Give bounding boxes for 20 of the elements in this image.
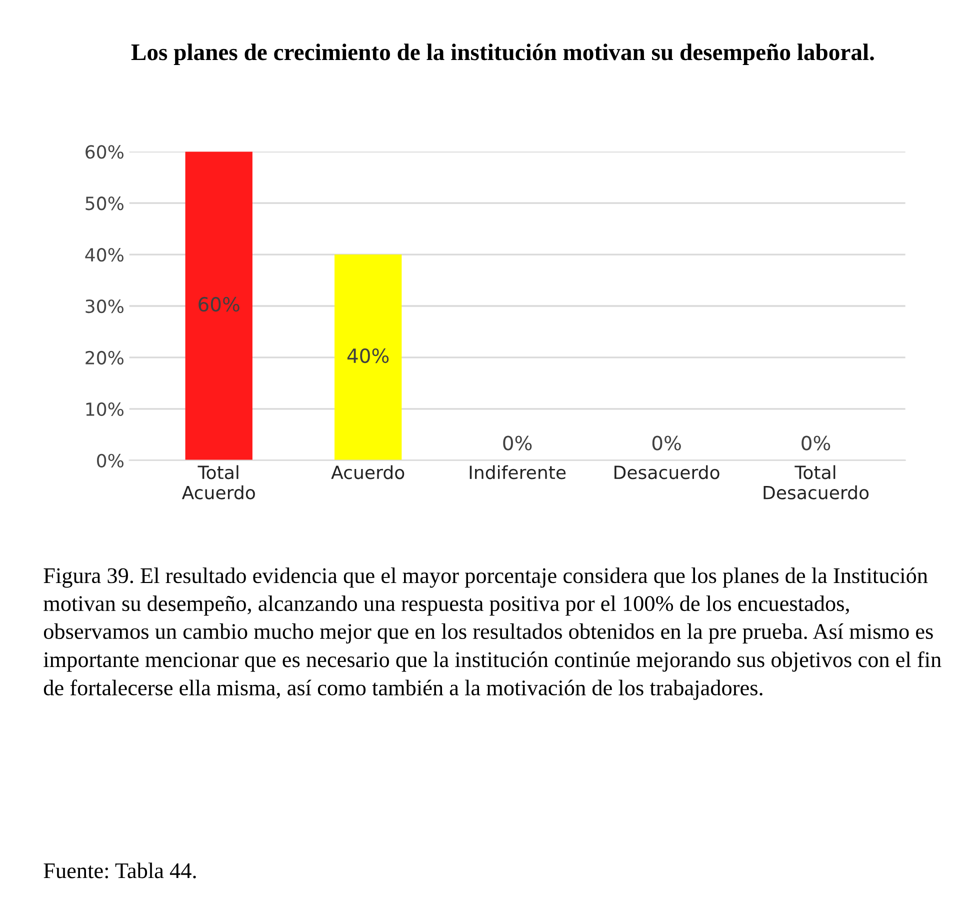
x-tick-label: Indiferente bbox=[470, 465, 566, 480]
y-tick-label: 40% bbox=[85, 248, 124, 262]
x-tick-label: Acuerdo bbox=[331, 465, 404, 480]
text: Figura 39. El resultado evidencia que el mayor porcentaje considera que los planes de la Institución motivan su desempeño, alcanzando una respuesta positiva por el 100% de los encuestados, observamos un cambio mucho mejor que en los resultados obtenidos en la pre prueba. Así mismo es importante mencionar que es necesario que la institución continúe mejorando sus objetivos con el fin de fortalecerse ella misma, así como también a la motivación de los trabajadores. bbox=[44, 568, 942, 700]
y-tick-label: 20% bbox=[86, 350, 124, 365]
data-label: 0% bbox=[503, 436, 532, 450]
data-label: 0% bbox=[802, 436, 830, 450]
source-note: Fuente: Tabla 44. bbox=[44, 862, 196, 878]
x-tick-label: Desacuerdo bbox=[614, 465, 720, 480]
y-tick-label: 10% bbox=[86, 402, 124, 416]
y-tick-label: 60% bbox=[86, 145, 124, 159]
y-tick-label: 0% bbox=[97, 454, 124, 468]
data-label: 0% bbox=[652, 436, 681, 450]
x-tick-label: Total Acuerdo bbox=[182, 465, 255, 500]
data-label: 40% bbox=[347, 348, 389, 364]
y-tick-label: 30% bbox=[86, 299, 124, 314]
y-tick-label: 50% bbox=[86, 196, 124, 210]
x-tick-label: Total Desacuerdo bbox=[764, 465, 869, 500]
data-label: 60% bbox=[198, 296, 240, 312]
chart-title: Los planes de crecimiento de la institución motivan su desempeño laboral. bbox=[131, 44, 874, 66]
